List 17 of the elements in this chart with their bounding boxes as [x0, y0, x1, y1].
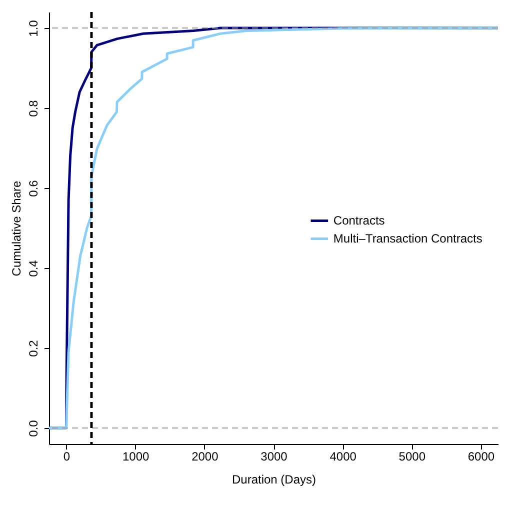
x-axis-title: Duration (Days)	[232, 472, 316, 486]
y-tick-label: 0.8	[26, 100, 40, 117]
y-tick-label: 0.2	[26, 340, 40, 357]
y-tick-label: 1.0	[26, 20, 40, 37]
y-tick-label: 0.0	[26, 420, 40, 437]
x-tick-label: 5000	[398, 450, 426, 464]
y-tick-label: 0.4	[26, 260, 40, 277]
x-tick-label: 6000	[468, 450, 495, 464]
y-axis-title: Cumulative Share	[10, 180, 24, 276]
legend-label: Multi–Transaction Contracts	[333, 232, 482, 246]
x-tick-label: 3000	[260, 450, 288, 464]
legend-label: Contracts	[333, 214, 385, 228]
x-tick-label: 1000	[122, 450, 150, 464]
x-tick-label: 2000	[192, 450, 219, 464]
y-tick-label: 0.6	[26, 180, 40, 197]
x-tick-label: 0	[63, 450, 70, 464]
x-tick-label: 4000	[330, 450, 357, 464]
